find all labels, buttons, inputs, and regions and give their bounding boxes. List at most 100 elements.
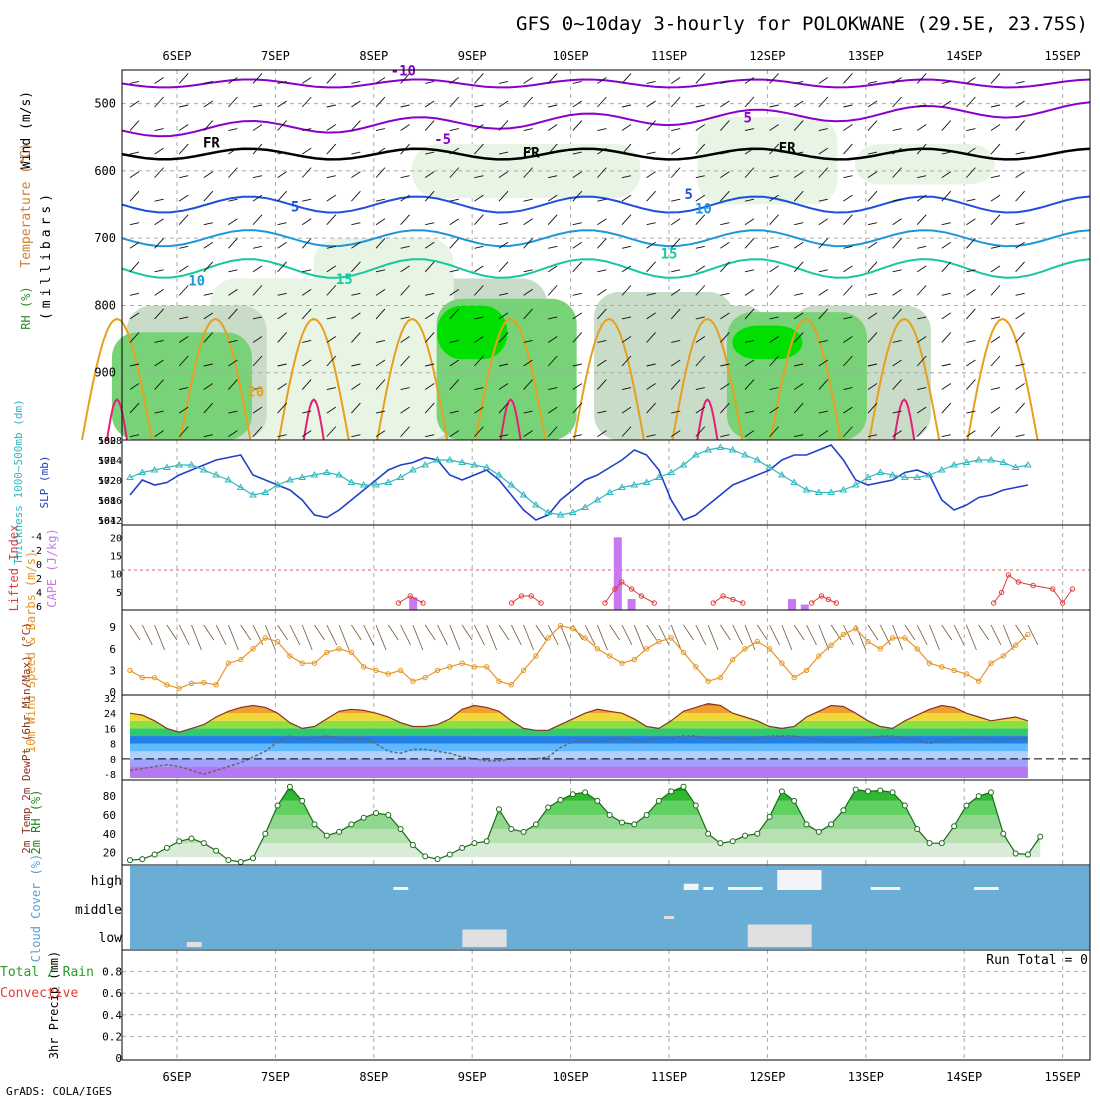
cloud-patch <box>974 887 999 890</box>
wind-barb <box>449 218 460 226</box>
wind-barb <box>1015 222 1025 226</box>
thickness-marker <box>458 458 466 465</box>
wind-barb <box>523 410 533 414</box>
wind-barb <box>351 434 361 438</box>
surface-wind-barb <box>510 624 522 646</box>
thickness-marker <box>925 471 934 478</box>
wind-barb <box>695 73 706 84</box>
wind-barb <box>695 265 706 273</box>
wind-barb <box>498 120 509 131</box>
wind-barb <box>547 426 558 437</box>
wind-barb <box>794 222 804 226</box>
wind-barb <box>646 332 656 343</box>
wind-speed-marker <box>557 623 564 629</box>
wind-barb <box>326 124 337 131</box>
wind-barb <box>129 312 140 320</box>
wind-barb <box>621 316 632 320</box>
rh-band <box>130 791 1041 801</box>
wind-speed-marker <box>619 660 625 666</box>
wind-barb <box>867 402 878 414</box>
wind-speed-marker <box>397 667 404 674</box>
cape-bar <box>409 597 418 610</box>
wind-speed-marker <box>607 653 613 659</box>
isotherm-line <box>671 317 744 441</box>
rh-marker <box>545 804 552 811</box>
slp-tick: 1020 <box>98 476 122 487</box>
surface-wind-barb <box>203 624 215 641</box>
surface-wind-barb <box>338 624 350 651</box>
wind-barb <box>474 124 484 131</box>
wind-barb <box>843 175 853 179</box>
thickness-marker <box>421 461 430 468</box>
li-marker <box>833 600 839 606</box>
temp-tick: 0 <box>110 755 116 766</box>
wind-barb <box>375 128 386 131</box>
rh-marker <box>778 788 785 795</box>
wind-barb <box>621 406 632 414</box>
rh-marker <box>299 797 306 804</box>
wind-barb <box>990 104 1001 108</box>
li-line <box>811 595 837 604</box>
surface-wind-barb <box>953 624 965 646</box>
wind-barb <box>277 120 287 131</box>
wind-speed-marker <box>594 646 601 652</box>
wind-barb <box>720 383 730 390</box>
rh-marker <box>348 821 355 828</box>
wind-barb <box>892 359 902 367</box>
thickness-marker <box>347 478 356 485</box>
wind-barb <box>129 151 140 155</box>
surface-wind-barb <box>400 624 411 646</box>
wind-speed-marker <box>914 646 920 652</box>
panel-frame <box>121 609 1091 696</box>
wind-speed-marker <box>410 678 416 684</box>
isotherm-line <box>499 398 522 441</box>
wind-barb <box>867 81 878 84</box>
thickness-marker <box>199 466 208 473</box>
rh-marker <box>471 840 478 847</box>
wind-barb <box>203 120 214 131</box>
wind-barb <box>301 379 312 390</box>
wind-barb <box>818 147 829 155</box>
wind10m-label: 10m Wind Speed & Barbs (m/s) <box>24 551 38 753</box>
wind-barb <box>252 336 263 343</box>
rh-tick: 40 <box>103 828 116 841</box>
wind-speed-marker <box>631 656 637 663</box>
cape-bar <box>613 537 622 610</box>
thickness-tick: 580 <box>98 436 116 447</box>
wind-barb <box>154 288 164 296</box>
wind10m-panel <box>176 610 1064 695</box>
thickness-marker <box>802 486 811 493</box>
wind-barb <box>302 410 312 414</box>
wind-barb <box>375 340 386 343</box>
wind-barb <box>892 128 902 131</box>
rh-marker <box>557 796 564 803</box>
upper-rh-label: RH (%) <box>19 286 33 329</box>
wind-barb <box>916 265 927 273</box>
wind-barb <box>474 194 484 202</box>
wind-barb <box>941 151 951 155</box>
wind-speed-marker <box>730 656 736 663</box>
rh-marker <box>274 802 281 809</box>
surface-wind-barb <box>621 624 633 646</box>
wind-barb <box>966 128 976 131</box>
wind-speed-marker <box>643 646 650 652</box>
wind-barb <box>498 81 509 84</box>
rh-marker <box>397 826 404 833</box>
wind-barb <box>474 387 484 390</box>
thickness-marker <box>728 446 737 453</box>
wind-barb <box>179 175 189 179</box>
wind-barb <box>301 218 312 226</box>
pressure-tick: 800 <box>94 298 116 312</box>
rh-marker <box>446 851 453 858</box>
wind-barb <box>547 406 558 414</box>
wind-barb <box>917 175 927 179</box>
isotherm-line <box>277 317 350 441</box>
wind-barb <box>547 265 558 273</box>
thickness-marker <box>532 501 540 508</box>
li-marker <box>538 600 544 606</box>
li-marker <box>420 600 426 606</box>
wind-barb <box>301 308 312 320</box>
li-marker <box>508 600 515 606</box>
thickness-tick: 572 <box>98 476 116 487</box>
date-label-top: 6SEP <box>163 49 192 63</box>
